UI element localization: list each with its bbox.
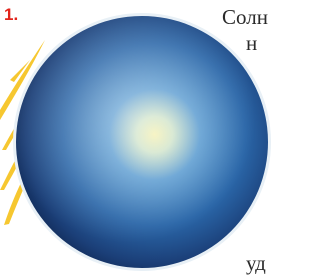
item-number: 1. — [4, 5, 18, 24]
page-crop: 1. Солн н уд — [0, 0, 275, 277]
text-fragment: н — [246, 31, 257, 55]
text-fragment: Солн — [222, 5, 268, 29]
text-fragment: уд — [246, 251, 266, 275]
sphere-haze — [16, 16, 268, 268]
